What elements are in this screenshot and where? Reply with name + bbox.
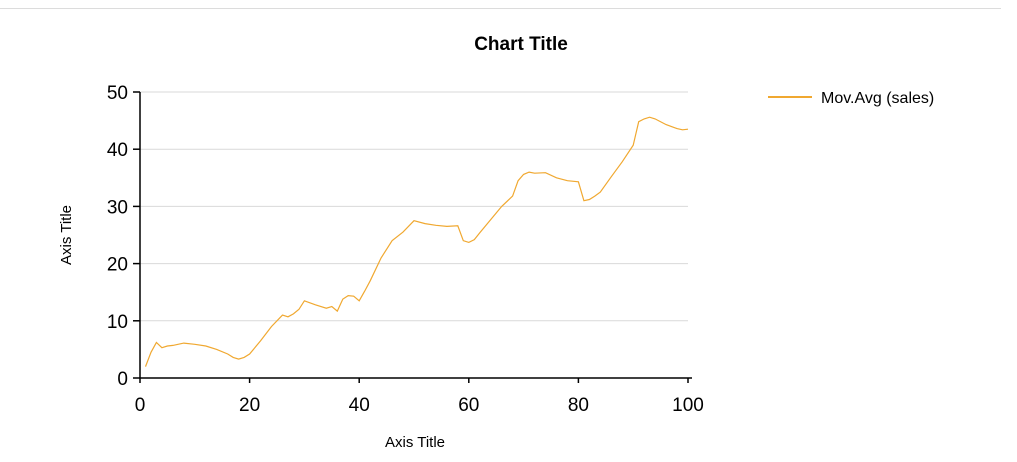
y-tick-label: 0 (117, 369, 128, 390)
y-tick-label: 20 (107, 255, 128, 276)
legend: Mov.Avg (sales) (768, 90, 934, 107)
tick-labels: 0 10 20 30 40 50 0 20 40 60 80 100 (107, 83, 704, 416)
axes (133, 91, 692, 383)
x-axis-title: Axis Title (385, 434, 445, 451)
x-tick-label: 40 (349, 395, 370, 416)
legend-label: Mov.Avg (sales) (821, 90, 934, 107)
gridlines (140, 91, 688, 322)
chart-title: Chart Title (474, 34, 568, 55)
series-line-mov-avg (144, 116, 689, 367)
y-tick-label: 30 (107, 197, 128, 218)
y-tick-label: 50 (107, 83, 128, 104)
x-tick-label: 0 (135, 395, 146, 416)
x-tick-label: 80 (568, 395, 589, 416)
x-tick-label: 100 (672, 395, 704, 416)
top-divider (0, 8, 1001, 9)
y-tick-label: 40 (107, 140, 128, 161)
y-axis-title: Axis Title (58, 205, 75, 265)
x-tick-label: 60 (458, 395, 479, 416)
x-tick-label: 20 (239, 395, 260, 416)
y-tick-label: 10 (107, 312, 128, 333)
